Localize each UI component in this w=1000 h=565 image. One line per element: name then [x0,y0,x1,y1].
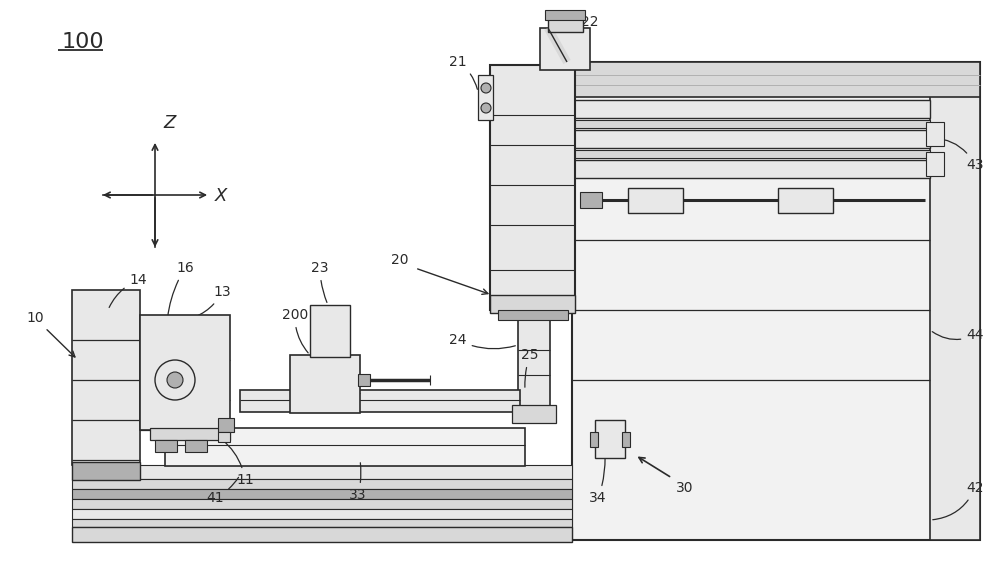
Text: 23: 23 [311,261,329,302]
Bar [140,315,230,430]
Bar [590,432,598,447]
Bar [572,62,980,97]
Bar [580,192,602,208]
Text: 24: 24 [449,333,515,349]
Bar [498,310,568,320]
Bar [572,160,930,178]
Bar [72,499,572,509]
Bar [72,489,572,499]
Bar [572,150,930,158]
Bar [622,432,630,447]
Text: 22: 22 [566,15,599,29]
Bar [72,519,572,527]
Bar [72,465,572,479]
Text: 30: 30 [676,481,694,495]
Circle shape [481,83,491,93]
Bar [72,527,572,542]
Bar [218,418,234,432]
Bar [218,432,230,442]
Text: 33: 33 [349,463,367,502]
Bar [548,18,583,32]
Text: X: X [215,187,227,205]
Bar [490,65,575,310]
Bar [490,295,575,313]
Bar [72,509,572,519]
Bar [358,374,370,386]
Text: 10: 10 [26,311,75,357]
Circle shape [167,372,183,388]
Text: 42: 42 [933,481,984,520]
Bar [310,305,350,357]
Text: 21: 21 [449,55,477,89]
Bar [628,188,683,213]
Bar [518,318,550,408]
Text: 11: 11 [222,440,254,487]
Text: Z: Z [163,114,175,132]
Circle shape [155,360,195,400]
Bar [290,355,360,413]
Text: 20: 20 [391,253,409,267]
Bar [165,428,525,466]
Bar [72,290,140,465]
Circle shape [481,103,491,113]
Text: 16: 16 [167,261,194,357]
Text: 34: 34 [589,458,607,505]
Bar [185,440,207,452]
Bar [572,62,980,540]
Bar [478,75,493,120]
Bar [540,28,590,70]
Text: 200: 200 [282,308,308,353]
Bar [150,428,230,440]
Bar [926,152,944,176]
Text: 41: 41 [206,477,239,505]
Bar [572,100,930,118]
Bar [545,10,585,20]
Bar [595,420,625,458]
Text: 13: 13 [195,285,231,317]
Bar [72,479,572,489]
Bar [926,122,944,146]
Bar [72,462,140,480]
Text: 25: 25 [521,348,539,387]
Bar [572,130,930,148]
Bar [240,390,520,412]
Bar [512,405,556,423]
Text: 43: 43 [933,138,984,172]
Bar [778,188,833,213]
Text: 100: 100 [62,32,105,52]
Text: 44: 44 [932,328,984,342]
Bar [930,62,980,540]
Text: 14: 14 [109,273,147,307]
Bar [155,440,177,452]
Bar [572,120,930,128]
